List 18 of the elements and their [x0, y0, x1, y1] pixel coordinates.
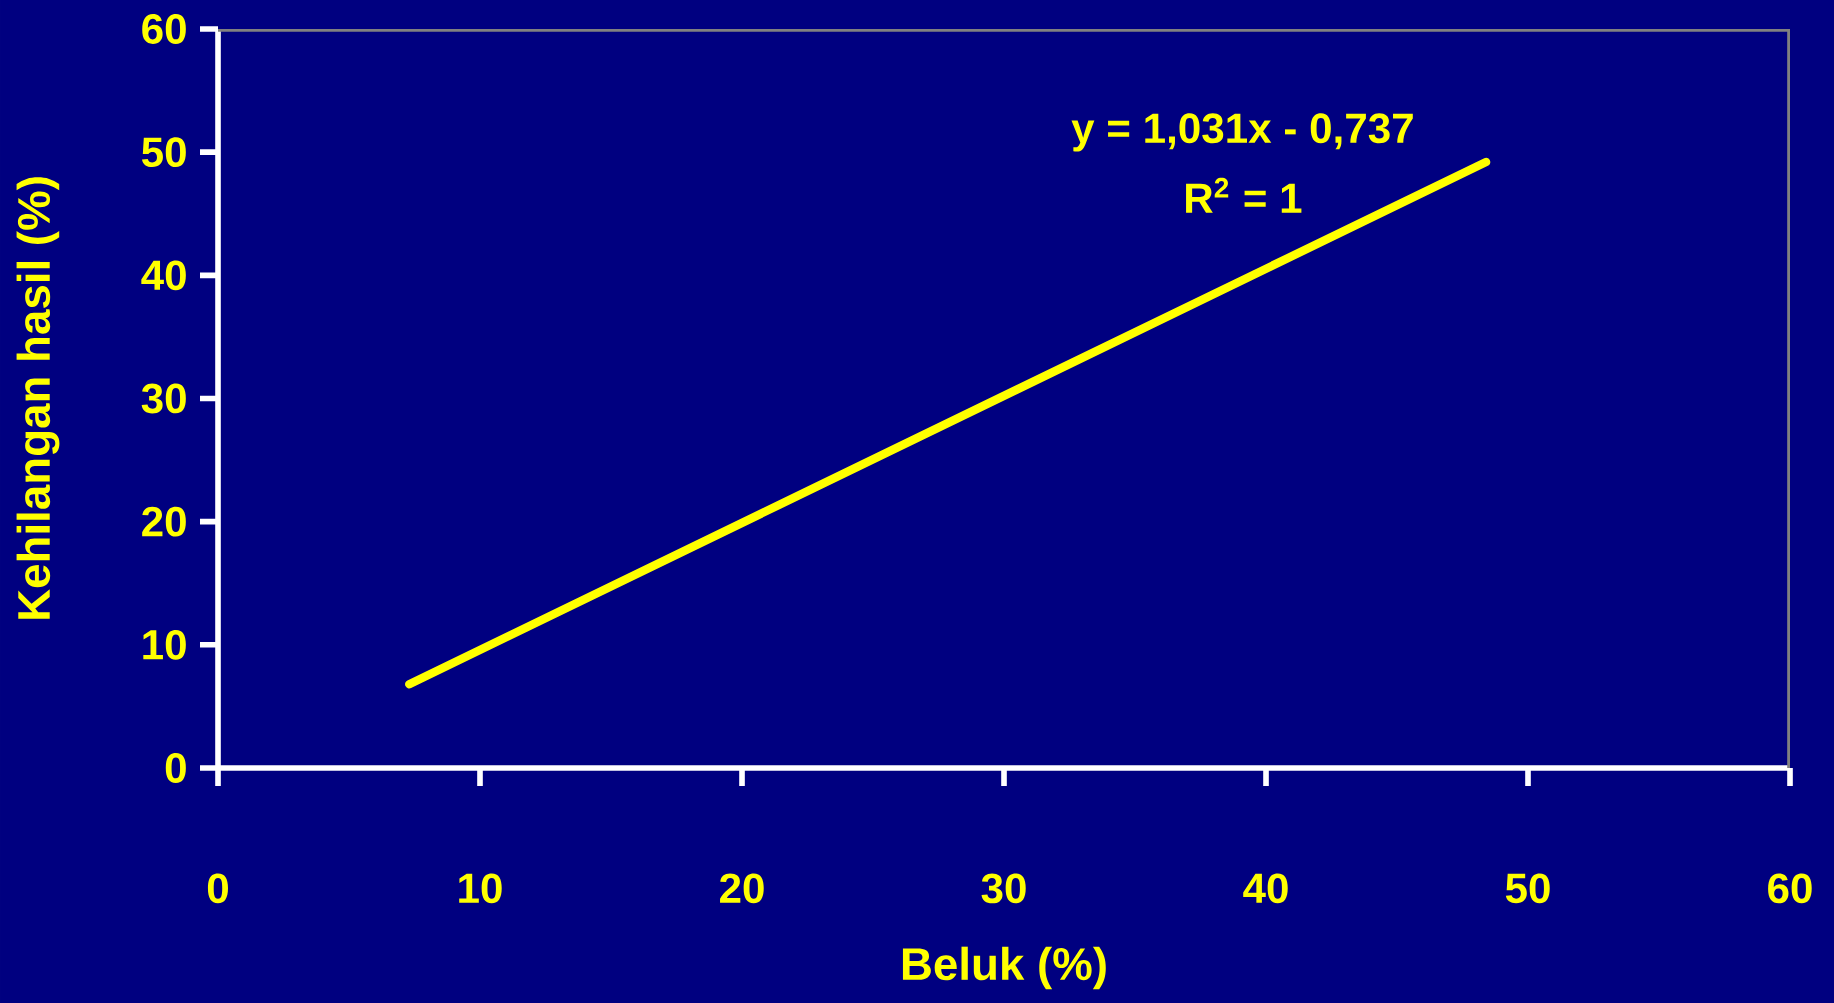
x-tick-label: 30	[981, 873, 1026, 904]
y-axis-title: Kehilangan hasil (%)	[16, 177, 60, 619]
x-tick-label: 20	[720, 873, 764, 904]
x-tick-label: 60	[1768, 873, 1812, 904]
x-tick-label: 50	[1505, 873, 1550, 904]
y-tick-label: 40	[141, 260, 186, 291]
x-axis-title: Beluk (%)	[902, 946, 1106, 990]
y-tick-label: 0	[165, 753, 186, 783]
y-tick-label: 50	[142, 137, 186, 168]
x-tick-label: 40	[1243, 873, 1288, 904]
x-tick-label: 0	[207, 873, 228, 904]
annotation: y = 1,031x - 0,737	[1071, 113, 1413, 152]
y-tick-label: 60	[142, 14, 186, 44]
y-tick-label: 10	[143, 629, 186, 660]
annotation: R$^{2}$ = 1	[1186, 177, 1302, 213]
x-tick-label: 10	[459, 873, 502, 904]
y-tick-label: 20	[142, 506, 186, 537]
y-tick-label: 30	[141, 383, 186, 414]
